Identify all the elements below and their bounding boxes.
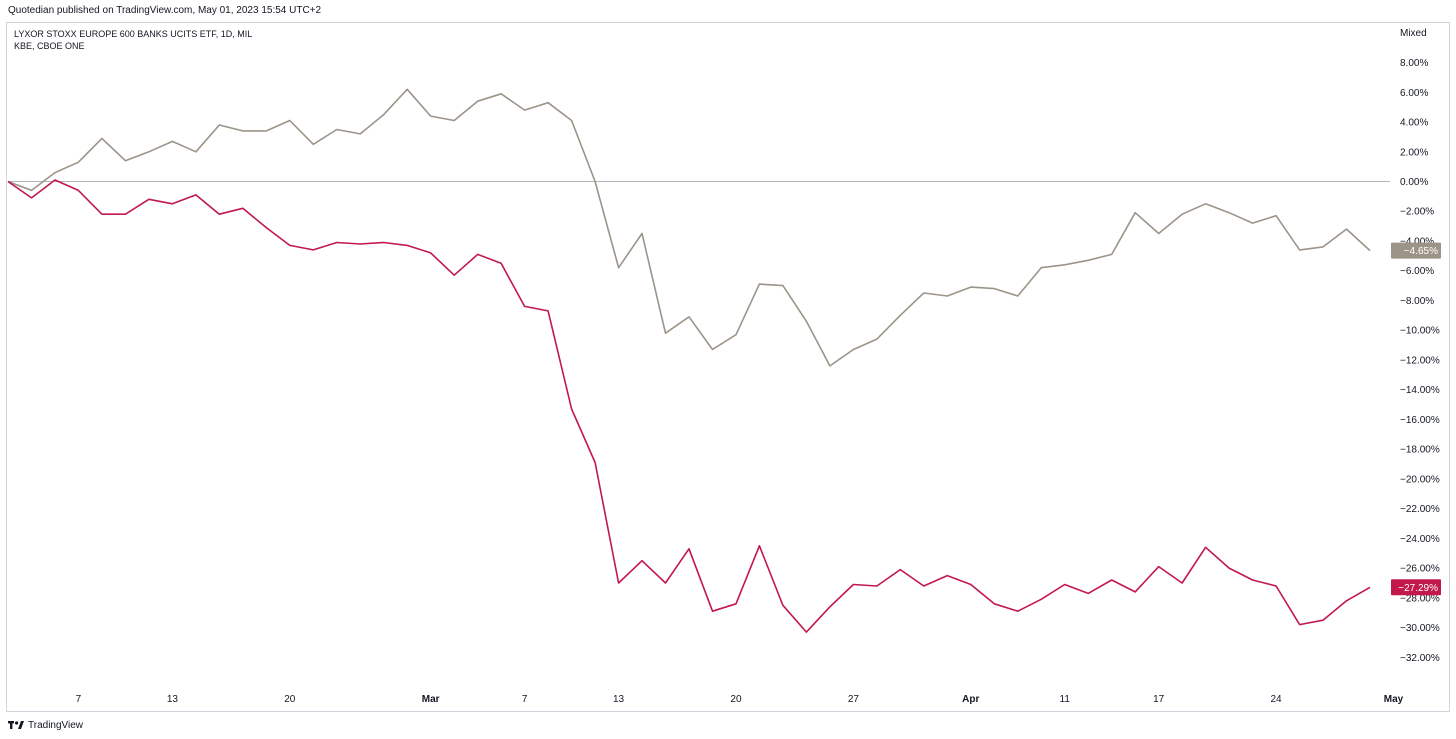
y-tick-label: −6.00% bbox=[1400, 266, 1434, 277]
y-tick-label: 0.00% bbox=[1400, 177, 1428, 188]
x-tick-label: 20 bbox=[730, 694, 742, 705]
x-tick-label: Mar bbox=[422, 694, 440, 705]
y-tick-label: 2.00% bbox=[1400, 147, 1428, 158]
x-axis[interactable]: 7 13 20 Mar 7 13 20 27 Apr 11 17 24 May bbox=[76, 694, 1404, 705]
chart-legend: LYXOR STOXX EUROPE 600 BANKS UCITS ETF, … bbox=[14, 28, 252, 52]
y-tick-label: −8.00% bbox=[1400, 296, 1434, 307]
series-layer bbox=[7, 88, 1371, 633]
x-tick-label: 13 bbox=[167, 694, 179, 705]
x-tick-label: 13 bbox=[613, 694, 625, 705]
y-tick-label: −12.00% bbox=[1400, 355, 1440, 366]
footer-brand[interactable]: TradingView bbox=[28, 719, 84, 731]
x-tick-label: 7 bbox=[522, 694, 528, 705]
last-value-badge-0: −4.65% bbox=[1391, 242, 1441, 259]
series-line-0[interactable] bbox=[7, 88, 1371, 367]
chart-frame bbox=[6, 22, 1450, 712]
scale-mode-label[interactable]: Mixed bbox=[1400, 28, 1427, 39]
y-tick-label: −4.00% bbox=[1400, 236, 1434, 247]
y-tick-label: −22.00% bbox=[1400, 504, 1440, 515]
y-tick-label: −10.00% bbox=[1400, 326, 1440, 337]
x-tick-label: 11 bbox=[1060, 694, 1071, 705]
x-tick-label: Apr bbox=[962, 694, 979, 705]
x-tick-label: 24 bbox=[1271, 694, 1283, 705]
y-tick-label: −20.00% bbox=[1400, 474, 1440, 485]
y-tick-label: −30.00% bbox=[1400, 623, 1440, 634]
tradingview-logo-icon bbox=[8, 721, 24, 729]
y-tick-label: 8.00% bbox=[1400, 58, 1428, 69]
last-value-text: −4.65% bbox=[1404, 246, 1438, 257]
y-tick-label: 4.00% bbox=[1400, 118, 1428, 129]
series-line-1[interactable] bbox=[7, 179, 1371, 633]
last-value-badge-1: −27.29% bbox=[1391, 579, 1441, 596]
x-tick-label: 17 bbox=[1153, 694, 1165, 705]
x-tick-label: May bbox=[1384, 694, 1404, 705]
x-tick-label: 27 bbox=[848, 694, 860, 705]
last-value-badges: −4.65% −27.29% bbox=[1391, 242, 1441, 596]
y-axis[interactable]: 8.00% 6.00% 4.00% 2.00% 0.00% −2.00% −4.00% −6.… bbox=[1400, 58, 1440, 664]
y-tick-label: −28.00% bbox=[1400, 593, 1440, 604]
y-tick-label: −2.00% bbox=[1400, 207, 1434, 218]
legend-symbol-primary[interactable]: LYXOR STOXX EUROPE 600 BANKS UCITS ETF, … bbox=[14, 29, 253, 39]
x-tick-label: 20 bbox=[284, 694, 296, 705]
y-tick-label: −32.00% bbox=[1400, 653, 1440, 664]
y-tick-label: −24.00% bbox=[1400, 534, 1440, 545]
y-tick-label: −18.00% bbox=[1400, 445, 1440, 456]
y-tick-label: −26.00% bbox=[1400, 564, 1440, 575]
published-info: Quotedian published on TradingView.com, … bbox=[8, 5, 322, 16]
top-bar: Quotedian published on TradingView.com, … bbox=[0, 0, 1456, 22]
footer: TradingView bbox=[8, 718, 83, 732]
y-tick-label: −16.00% bbox=[1400, 415, 1440, 426]
legend-symbol-compare[interactable]: KBE, CBOE ONE bbox=[14, 41, 85, 51]
x-tick-label: 7 bbox=[76, 694, 82, 705]
y-tick-label: 6.00% bbox=[1400, 88, 1428, 99]
y-tick-label: −14.00% bbox=[1400, 385, 1440, 396]
last-value-text: −27.29% bbox=[1398, 583, 1438, 594]
